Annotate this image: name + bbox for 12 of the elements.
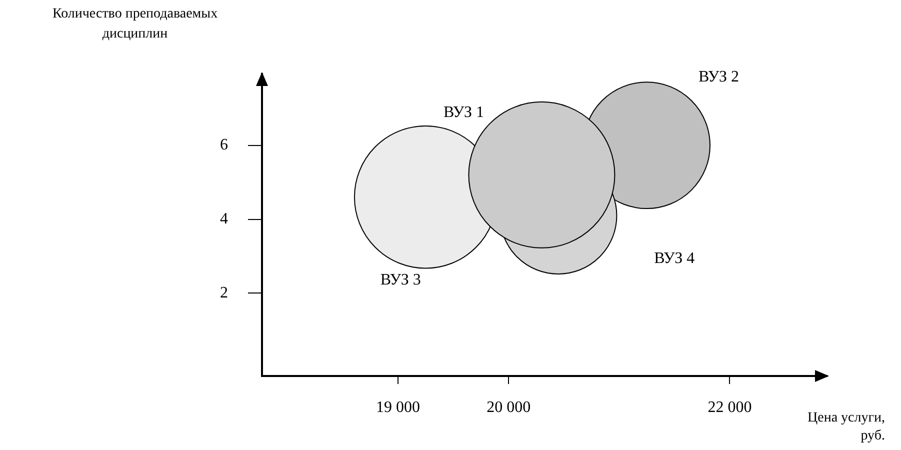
x-tick-label: 20 000 [486, 398, 531, 416]
y-tick-label: 4 [220, 210, 228, 228]
series-label: ВУЗ 3 [380, 271, 421, 288]
series-label: ВУЗ 1 [443, 104, 484, 122]
y-tick-label: 6 [220, 136, 228, 154]
x-tick-label: 19 000 [376, 398, 420, 416]
y-tick-label: 2 [220, 284, 228, 302]
series-label: ВУЗ 2 [698, 68, 740, 86]
text: ВУЗ 4 [654, 250, 695, 267]
y-axis-title: Количество преподаваемых дисциплин [52, 6, 218, 42]
x-tick-label: 22 000 [708, 398, 752, 416]
x-axis-title: Цена услуги, руб. [808, 410, 885, 444]
